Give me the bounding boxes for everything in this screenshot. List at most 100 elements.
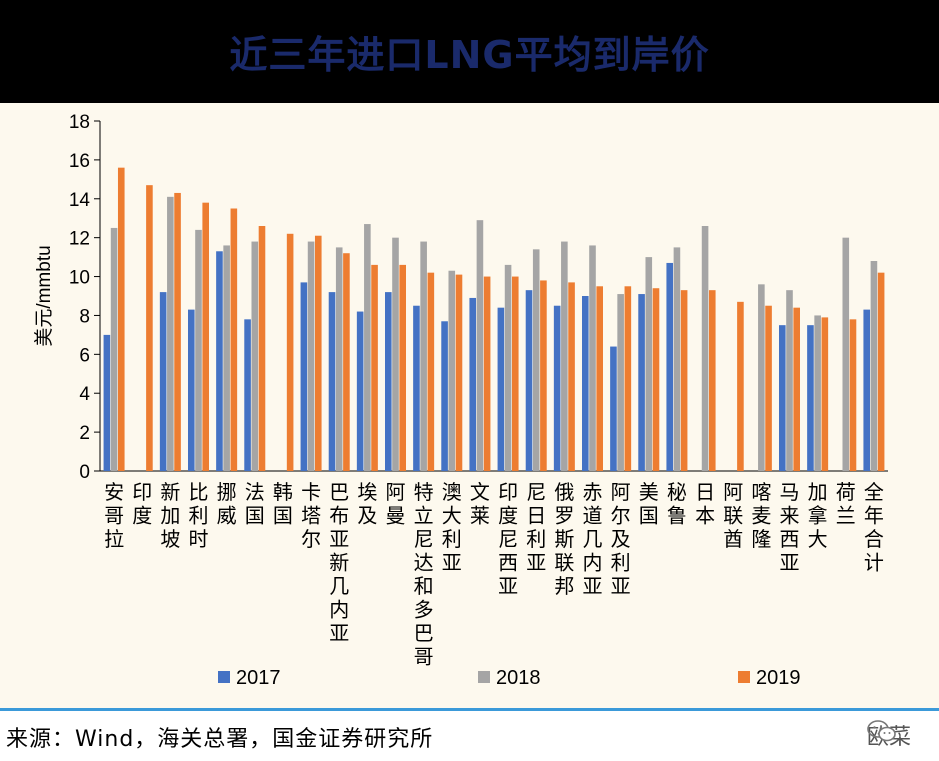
bar-2018-9	[364, 224, 371, 471]
source-note: 来源：Wind，海关总署，国金证券研究所	[6, 727, 434, 752]
bar-2018-10	[392, 237, 399, 471]
bar-2018-23	[758, 284, 765, 471]
bar-2017-7	[300, 282, 308, 471]
bar-2017-17	[582, 296, 589, 471]
bar-2018-14	[504, 264, 512, 471]
bar-2018-27	[870, 261, 878, 471]
x-tick-label: 安哥拉	[104, 480, 124, 551]
bar-2017-3	[188, 309, 195, 471]
bar-2018-5	[251, 241, 259, 471]
x-tick-label: 印度尼西亚	[498, 480, 518, 598]
bar-2019-9	[371, 264, 378, 471]
bar-2017-27	[863, 309, 871, 471]
x-tick-label: 加拿大	[808, 480, 828, 551]
chart-area: 0 2 4 6 8 10 12 14 16 18 美元/mmbtu 安哥拉 印度 新加坡 比利时 挪威 法国 韩国…	[0, 103, 939, 709]
bar-2019-14	[511, 276, 519, 471]
legend-label-2017: 2017	[236, 667, 281, 689]
bar-2019-6	[286, 233, 294, 471]
bar-2017-0	[103, 334, 111, 471]
x-tick-label: 韩国	[273, 480, 293, 528]
x-tick-label: 卡塔尔	[301, 480, 321, 551]
bar-2019-4	[230, 208, 238, 471]
chart-title: 近三年进口LNG平均到岸价	[229, 33, 710, 77]
y-tick-label: 12	[69, 229, 90, 250]
bar-2019-22	[737, 301, 744, 471]
bar-2018-2	[167, 196, 174, 471]
bar-2017-15	[525, 290, 533, 471]
bar-2019-26	[849, 319, 857, 471]
bar-2018-15	[532, 249, 540, 471]
x-tick-label: 喀麦隆	[751, 480, 771, 551]
y-tick-label: 14	[69, 190, 91, 211]
bar-2019-21	[708, 290, 716, 471]
y-tick-label: 0	[79, 462, 90, 483]
bar-2017-9	[356, 311, 364, 471]
legend-label-2019: 2019	[756, 667, 801, 689]
bar-2019-7	[314, 235, 322, 471]
bar-2017-20	[666, 262, 674, 471]
bar-2017-13	[469, 297, 477, 471]
bar-2018-18	[617, 294, 624, 471]
bar-2017-10	[385, 292, 392, 471]
bar-2019-2	[174, 192, 181, 471]
title-bar: 近三年进口LNG平均到岸价	[0, 0, 939, 103]
x-tick-label: 法国	[245, 480, 265, 528]
bar-2017-11	[413, 305, 420, 471]
bar-2018-21	[701, 226, 709, 471]
bar-2019-16	[568, 282, 575, 471]
bar-2017-24	[779, 325, 786, 471]
bar-2018-7	[307, 241, 315, 471]
x-tick-label: 澳大利亚	[442, 480, 462, 575]
x-tick-label: 尼日利亚	[526, 480, 546, 575]
x-tick-label: 特立尼达和多巴哥	[414, 480, 434, 669]
bar-2019-17	[596, 286, 603, 471]
x-tick-label: 挪威	[217, 480, 237, 528]
bar-2017-12	[441, 321, 448, 471]
x-tick-label: 日本	[695, 480, 715, 528]
bar-2019-23	[765, 305, 772, 471]
bar-2019-13	[483, 276, 491, 471]
bar-2019-15	[540, 280, 547, 471]
y-axis-label: 美元/mmbtu	[33, 245, 55, 346]
bar-2019-10	[399, 264, 406, 471]
y-tick-label: 10	[69, 268, 90, 289]
bar-2018-12	[448, 270, 456, 471]
bar-2019-5	[258, 226, 266, 471]
x-tick-label: 阿联酋	[723, 480, 743, 551]
divider-line	[0, 708, 939, 711]
y-tick-label: 6	[79, 345, 90, 366]
footer: 来源：Wind，海关总署，国金证券研究所 欧菜	[0, 711, 939, 761]
x-tick-label: 文莱	[470, 480, 490, 528]
bar-2017-16	[553, 305, 561, 471]
bar-2019-3	[202, 202, 209, 471]
x-tick-label: 阿曼	[386, 480, 406, 528]
bar-2018-16	[561, 241, 568, 471]
bar-2019-11	[427, 272, 435, 471]
y-tick-label: 8	[79, 306, 90, 327]
bar-2017-18	[610, 346, 617, 471]
x-tick-label: 马来西亚	[780, 480, 800, 575]
bar-2019-19	[652, 288, 660, 471]
legend-swatch-2018	[478, 671, 490, 683]
bar-2018-19	[645, 257, 653, 471]
bar-2019-27	[877, 272, 885, 471]
y-tick-label: 2	[79, 423, 90, 444]
bar-2017-19	[638, 294, 645, 471]
bar-2018-3	[195, 229, 202, 471]
bar-2017-14	[497, 307, 505, 471]
bar-2018-17	[589, 245, 596, 471]
x-tick-label: 荷兰	[836, 480, 856, 528]
x-tick-label: 比利时	[189, 480, 209, 551]
x-tick-label: 新加坡	[160, 480, 180, 551]
x-tick-label: 阿尔及利亚	[611, 480, 631, 598]
legend-swatch-2017	[218, 671, 230, 683]
x-tick-label: 埃及	[357, 480, 377, 528]
x-tick-label: 巴布亚新几内亚	[329, 480, 349, 645]
x-tick-label: 秘鲁	[667, 480, 687, 528]
bar-2018-26	[842, 237, 850, 471]
bar-2019-18	[624, 286, 632, 471]
bar-2018-13	[476, 220, 484, 471]
x-tick-label: 俄罗斯联邦	[554, 480, 574, 598]
y-tick-label: 18	[69, 112, 90, 133]
x-tick-label: 印度	[132, 480, 152, 528]
